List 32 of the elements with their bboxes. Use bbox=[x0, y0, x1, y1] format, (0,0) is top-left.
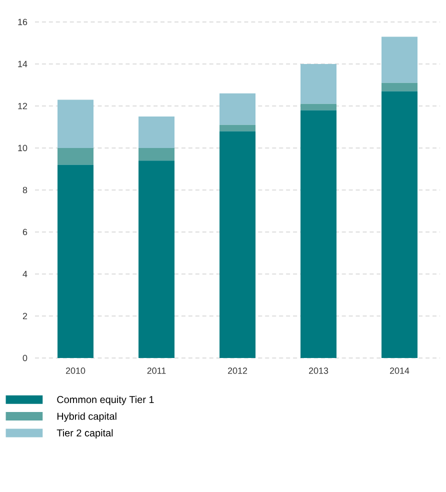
y-tick-label: 6 bbox=[22, 228, 28, 236]
bar bbox=[220, 93, 256, 125]
bar bbox=[220, 124, 256, 132]
bar bbox=[300, 110, 337, 358]
bar bbox=[220, 131, 256, 358]
x-tick-label: 2013 bbox=[308, 368, 328, 374]
bar bbox=[58, 148, 94, 165]
bar bbox=[58, 164, 94, 358]
bar bbox=[138, 160, 174, 358]
bar bbox=[300, 104, 337, 110]
y-tick-label: 10 bbox=[18, 144, 28, 152]
x-tick-label: 2010 bbox=[66, 368, 86, 374]
x-tick-label: 2012 bbox=[228, 368, 248, 374]
y-tick-label: 2 bbox=[22, 312, 28, 320]
bar bbox=[300, 64, 337, 104]
bar bbox=[58, 100, 94, 148]
y-tick-label: 14 bbox=[18, 60, 28, 68]
bar bbox=[138, 116, 174, 148]
x-tick-label: 2014 bbox=[390, 368, 410, 374]
x-tick-label: 2011 bbox=[147, 368, 166, 374]
legend-label: Common equity Tier 1 bbox=[57, 396, 154, 406]
bar bbox=[382, 82, 418, 92]
bar bbox=[382, 91, 418, 358]
legend-label: Tier 2 capital bbox=[56, 429, 113, 438]
y-tick-label: 4 bbox=[22, 270, 28, 278]
legend-label: Hybrid capital bbox=[57, 412, 116, 422]
y-tick-label: 0 bbox=[22, 354, 28, 362]
bar bbox=[138, 148, 174, 161]
bar bbox=[382, 36, 418, 83]
y-tick-label: 12 bbox=[18, 102, 28, 110]
y-tick-label: 16 bbox=[18, 18, 28, 26]
y-tick-label: 8 bbox=[22, 186, 28, 194]
